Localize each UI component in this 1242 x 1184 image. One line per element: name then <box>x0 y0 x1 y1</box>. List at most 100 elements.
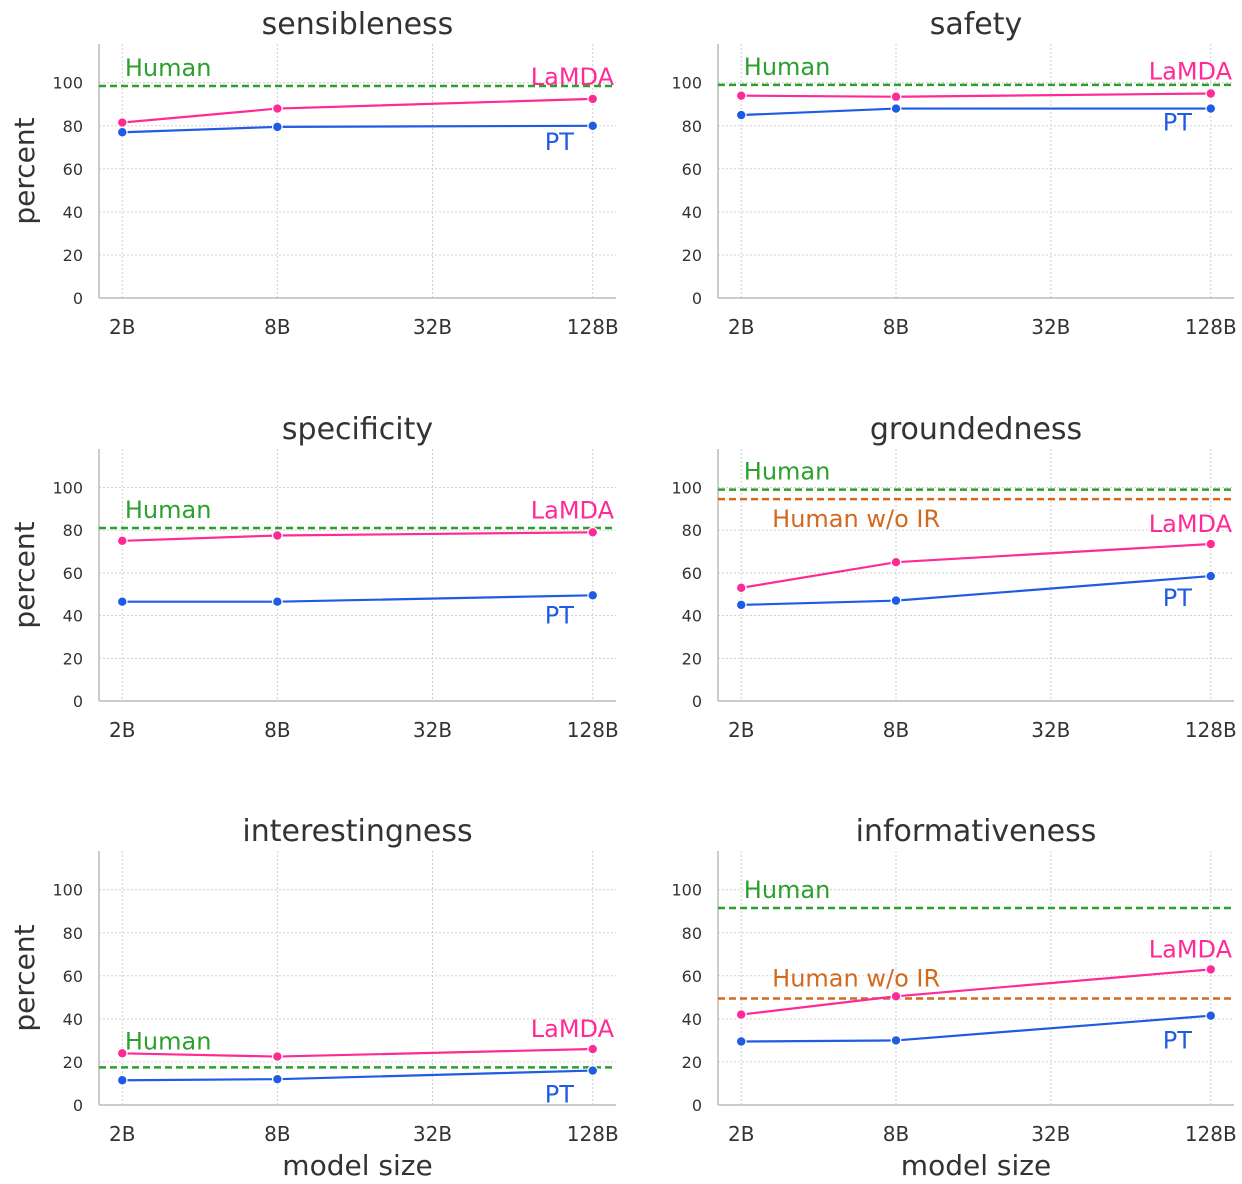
series-label: LaMDA <box>531 63 615 91</box>
y-tick-label: 60 <box>682 160 702 179</box>
y-tick-label: 0 <box>692 289 702 308</box>
data-point <box>735 109 747 121</box>
y-tick-label: 20 <box>682 1053 702 1072</box>
data-point <box>735 1009 747 1020</box>
chart-title: informativeness <box>856 814 1097 849</box>
data-point <box>890 91 902 103</box>
x-tick-label: 128B <box>1185 315 1237 339</box>
y-tick-label: 40 <box>63 607 83 626</box>
panel-specificity: 0 20 40 60 80 100 2B 8B 32B 128B specificity percen… <box>8 412 619 742</box>
data-point <box>587 526 599 538</box>
data-point <box>1205 538 1217 550</box>
data-point <box>587 1065 599 1076</box>
data-point <box>271 530 283 541</box>
series-label: PT <box>1163 109 1192 137</box>
x-tick-label: 128B <box>567 315 619 339</box>
y-tick-label: 0 <box>73 692 83 711</box>
reference-line-label: Human w/o IR <box>772 505 940 533</box>
x-axis-label: model size <box>282 1149 432 1182</box>
series-label: PT <box>545 128 574 156</box>
series-label: LaMDA <box>1149 935 1233 963</box>
y-tick-label: 80 <box>682 924 702 943</box>
y-tick-label: 0 <box>692 1096 702 1115</box>
reference-line-label: Human <box>125 1027 212 1055</box>
data-point <box>587 589 599 601</box>
y-tick-label: 100 <box>52 478 83 497</box>
y-tick-label: 100 <box>671 74 702 93</box>
x-tick-label: 32B <box>413 1122 452 1146</box>
y-tick-label: 20 <box>682 649 702 668</box>
x-tick-label: 32B <box>1031 718 1070 742</box>
chart-title: safety <box>930 7 1023 42</box>
x-tick-label: 128B <box>1185 1122 1237 1146</box>
x-tick-label: 128B <box>1185 718 1237 742</box>
x-tick-label: 128B <box>567 1122 619 1146</box>
x-tick-label: 2B <box>109 1122 135 1146</box>
chart-title: groundedness <box>870 412 1082 447</box>
y-tick-label: 100 <box>671 478 702 497</box>
y-tick-label: 80 <box>63 117 83 136</box>
y-tick-label: 80 <box>63 924 83 943</box>
series-label: PT <box>1163 1027 1192 1055</box>
chart-title: sensibleness <box>262 7 454 42</box>
data-point <box>271 121 283 133</box>
y-tick-label: 100 <box>52 74 83 93</box>
y-tick-label: 40 <box>682 607 702 626</box>
series-line <box>122 124 593 134</box>
panel-groundedness: 0 20 40 60 80 100 2B 8B 32B 128B groundedness Human… <box>671 412 1236 742</box>
x-axis-label: model size <box>901 1149 1051 1182</box>
y-tick-label: 40 <box>63 203 83 222</box>
data-point <box>890 556 902 568</box>
chart-title: interestingness <box>242 814 472 849</box>
data-point <box>735 1036 747 1047</box>
y-tick-label: 0 <box>692 692 702 711</box>
data-point <box>890 1035 902 1046</box>
reference-line-label: Human <box>125 496 212 524</box>
x-tick-label: 2B <box>728 718 754 742</box>
x-tick-label: 32B <box>413 718 452 742</box>
series-line <box>741 574 1211 606</box>
series-label: LaMDA <box>531 496 615 524</box>
data-point <box>271 1073 283 1085</box>
panel-safety: 0 20 40 60 80 100 2B 8B 32B 128B safety Human LaMDA P… <box>671 7 1236 339</box>
y-tick-label: 100 <box>52 881 83 900</box>
series-line <box>122 531 593 542</box>
x-tick-label: 8B <box>264 718 290 742</box>
series-line <box>122 1069 593 1082</box>
y-tick-label: 20 <box>63 649 83 668</box>
data-point <box>116 1047 128 1059</box>
series-line <box>741 107 1211 117</box>
x-tick-label: 32B <box>413 315 452 339</box>
y-tick-label: 20 <box>63 246 83 265</box>
data-point <box>116 535 128 547</box>
series-label: LaMDA <box>1149 510 1233 538</box>
data-point <box>587 93 599 105</box>
data-point <box>890 595 902 607</box>
reference-line-label: Human <box>744 458 831 486</box>
data-point <box>271 1051 283 1062</box>
panel-interestingness: 0 20 40 60 80 100 2B 8B 32B 128B interestingness pe… <box>8 814 619 1182</box>
x-tick-label: 2B <box>109 315 135 339</box>
y-tick-label: 40 <box>682 203 702 222</box>
data-point <box>587 120 599 132</box>
y-tick-label: 60 <box>63 160 83 179</box>
data-point <box>1205 963 1217 975</box>
y-tick-label: 60 <box>682 967 702 986</box>
x-tick-label: 2B <box>728 315 754 339</box>
y-tick-label: 40 <box>63 1010 83 1029</box>
y-tick-label: 80 <box>682 521 702 540</box>
x-tick-label: 2B <box>728 1122 754 1146</box>
panel-informativeness: 0 20 40 60 80 100 2B 8B 32B 128B informativeness mo… <box>671 814 1236 1182</box>
y-tick-label: 60 <box>63 564 83 583</box>
data-point <box>271 103 283 114</box>
x-tick-label: 32B <box>1031 315 1070 339</box>
y-tick-label: 40 <box>682 1010 702 1029</box>
y-tick-label: 80 <box>63 521 83 540</box>
y-axis-label: percent <box>8 521 41 628</box>
x-tick-label: 8B <box>883 315 909 339</box>
data-point <box>890 103 902 114</box>
data-point <box>116 126 128 138</box>
data-point <box>587 1043 599 1055</box>
data-point <box>116 117 128 128</box>
